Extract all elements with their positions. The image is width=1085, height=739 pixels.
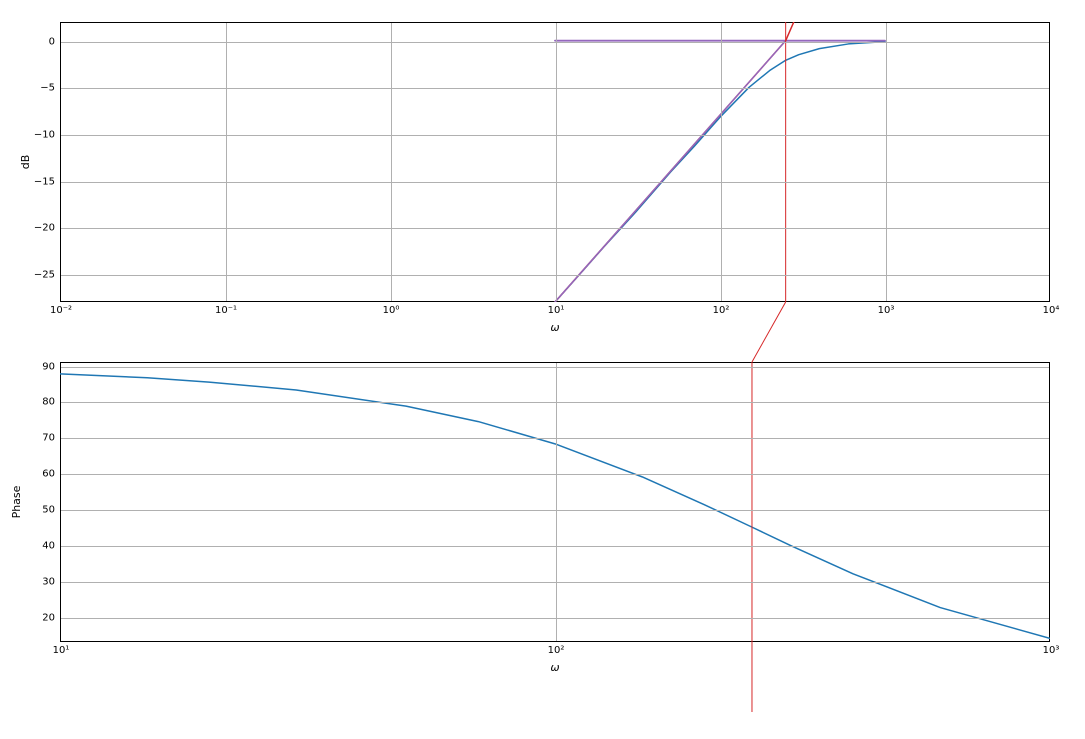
ytick-label: 90 [42, 361, 55, 372]
grid-line [61, 275, 1049, 276]
grid-line [61, 88, 1049, 89]
xtick-label: 10⁰ [383, 305, 400, 316]
xtick-label: 10¹ [53, 645, 70, 656]
grid-line [61, 474, 1049, 475]
corner-frequency-line-gap [752, 302, 786, 362]
magnitude-plot: ω dB 10⁻²10⁻¹10⁰10¹10²10³10⁴−25−20−15−10… [60, 22, 1050, 302]
grid-line [61, 42, 1049, 43]
ytick-label: 70 [42, 433, 55, 444]
top-xlabel: ω [550, 321, 559, 334]
xtick-label: 10³ [1043, 645, 1060, 656]
series-asymptote-rising-overlay [555, 41, 786, 302]
xtick-label: 10⁻² [50, 305, 72, 316]
ytick-label: −20 [34, 223, 55, 234]
series-asymptote-rising [555, 41, 786, 302]
ytick-label: 30 [42, 576, 55, 587]
grid-line [391, 23, 392, 301]
xtick-label: 10² [548, 645, 565, 656]
grid-line [886, 23, 887, 301]
grid-line [61, 546, 1049, 547]
grid-line [556, 23, 557, 301]
grid-line [61, 182, 1049, 183]
xtick-label: 10¹ [548, 305, 565, 316]
phase-plot-svg [60, 362, 1050, 642]
grid-line [721, 23, 722, 301]
ytick-label: 60 [42, 469, 55, 480]
series-asymptote-rising-extend [786, 22, 794, 41]
ytick-label: −15 [34, 176, 55, 187]
grid-line [61, 402, 1049, 403]
bot-ylabel: Phase [10, 486, 23, 519]
xtick-label: 10⁴ [1043, 305, 1060, 316]
xtick-label: 10² [713, 305, 730, 316]
series-phase [60, 374, 1050, 639]
grid-line [61, 618, 1049, 619]
ytick-label: −5 [40, 83, 55, 94]
grid-line [556, 363, 557, 641]
ytick-label: 80 [42, 397, 55, 408]
grid-line [61, 510, 1049, 511]
ytick-label: −10 [34, 130, 55, 141]
series-magnitude [555, 42, 885, 302]
bode-figure: ω dB 10⁻² 10⁻¹ 10⁰ 10¹ 10² 10³ 10⁴ −25 −20 −15 −10… [0, 0, 1085, 739]
top-ylabel: dB [19, 155, 32, 170]
grid-line [61, 367, 1049, 368]
phase-plot: ω Phase 10¹10²10³2030405060708090 [60, 362, 1050, 642]
xtick-label: 10³ [878, 305, 895, 316]
grid-line [61, 135, 1049, 136]
ytick-label: −25 [34, 270, 55, 281]
grid-line [61, 228, 1049, 229]
grid-line [61, 582, 1049, 583]
grid-line [226, 23, 227, 301]
ytick-label: 50 [42, 505, 55, 516]
grid-line [61, 438, 1049, 439]
xtick-label: 10⁻¹ [215, 305, 237, 316]
bot-xlabel: ω [550, 661, 559, 674]
ytick-label: 0 [49, 36, 55, 47]
magnitude-plot-svg [60, 22, 1050, 302]
ytick-label: 40 [42, 541, 55, 552]
ytick-label: 20 [42, 612, 55, 623]
